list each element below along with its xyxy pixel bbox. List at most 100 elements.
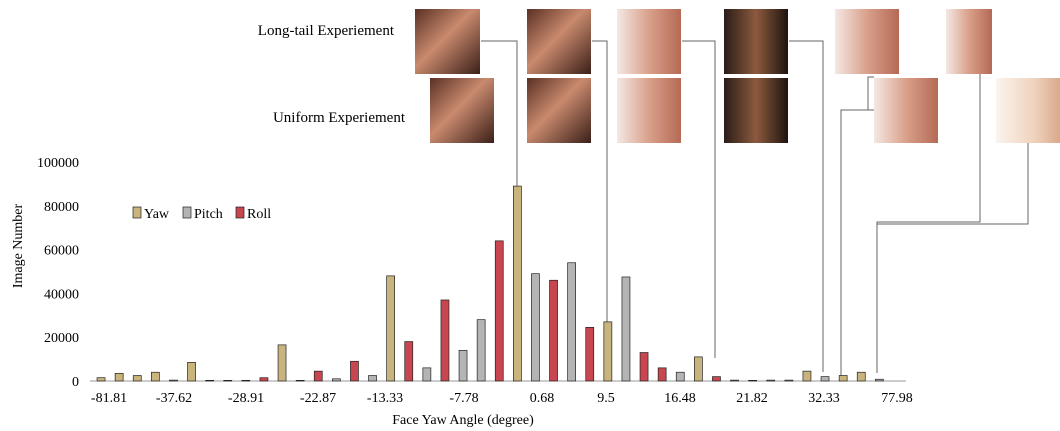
bar-yaw [386, 275, 395, 382]
bar-yaw [96, 377, 106, 382]
face-thumbnail-uniform-5 [874, 78, 938, 143]
bar-yaw [151, 371, 160, 382]
x-tick-label: -81.81 [91, 391, 127, 406]
face-thumbnail-longtail-3 [617, 9, 681, 74]
connector-5 [867, 76, 874, 110]
long-tail-experiment-label: Long-tail Experiement [258, 23, 395, 39]
y-tick-label: 0 [72, 375, 79, 390]
bar-pitch [730, 379, 739, 382]
bar-yaw [603, 321, 613, 382]
x-tick-label: 16.48 [664, 391, 696, 406]
bar-yaw [277, 344, 287, 382]
connector-1 [481, 40, 518, 190]
bar-pitch [567, 262, 577, 382]
connector-4 [789, 40, 824, 372]
bar-roll [350, 360, 359, 382]
bar-yaw [132, 375, 142, 382]
bar-yaw [856, 371, 866, 382]
bar-pitch [368, 375, 377, 382]
x-tick-label: -28.91 [228, 391, 264, 406]
uniform-face-row [430, 78, 1060, 143]
x-tick-label: 0.68 [530, 391, 555, 406]
bar-pitch [820, 376, 830, 382]
bar-pitch [476, 319, 486, 382]
x-tick-label: -7.78 [449, 391, 478, 406]
y-tick-label: 100000 [37, 156, 79, 171]
connector-7 [876, 74, 981, 373]
legend-label-yaw: Yaw [144, 207, 170, 222]
face-thumbnail-uniform-1 [430, 78, 494, 143]
bar-roll [712, 376, 721, 382]
connector-2 [592, 40, 608, 325]
bar-pitch [332, 378, 341, 382]
face-thumbnail-longtail-2 [527, 9, 591, 74]
face-thumbnail-uniform-4 [724, 78, 788, 143]
bar-pitch [784, 379, 794, 382]
bar-roll [494, 240, 504, 382]
bar-pitch [458, 349, 468, 382]
bar-roll [440, 299, 450, 382]
bars-group [96, 185, 884, 382]
long-tail-face-row [415, 9, 992, 74]
bar-roll [259, 377, 269, 382]
y-tick-label: 80000 [44, 200, 79, 215]
bar-roll [639, 352, 649, 382]
bar-yaw [114, 372, 124, 382]
bar-pitch [223, 379, 233, 382]
y-tick-label: 40000 [44, 287, 79, 302]
bar-roll [404, 341, 414, 382]
legend-swatch-yaw [132, 206, 142, 219]
thumbnail-connectors [481, 40, 1029, 378]
x-tick-label: 77.98 [881, 391, 913, 406]
x-tick-label: 9.5 [597, 391, 615, 406]
connector-8 [877, 143, 1029, 225]
bar-pitch [169, 379, 178, 382]
connector-6 [840, 109, 874, 378]
uniform-experiment-label: Uniform Experiement [273, 110, 406, 126]
bar-yaw [512, 185, 522, 382]
bar-pitch [241, 379, 251, 382]
x-tick-label: -22.87 [300, 391, 336, 406]
legend-swatch-pitch [182, 206, 192, 219]
x-tick-label: 32.33 [808, 391, 840, 406]
y-axis-title: Image Number [11, 203, 26, 288]
x-tick-label: -13.33 [367, 391, 403, 406]
legend: Yaw Pitch Roll [132, 206, 271, 222]
x-tick-label: -37.62 [156, 391, 192, 406]
bar-pitch [766, 379, 776, 382]
bar-roll [657, 367, 667, 382]
legend-label-roll: Roll [247, 207, 271, 222]
face-thumbnail-uniform-2 [527, 78, 591, 143]
bar-yaw [838, 375, 848, 382]
face-thumbnail-longtail-1 [415, 9, 480, 74]
bar-pitch [531, 273, 540, 382]
legend-swatch-roll [235, 206, 245, 219]
face-thumbnail-longtail-6 [946, 9, 992, 74]
bar-pitch [621, 276, 631, 382]
face-thumbnail-longtail-4 [724, 9, 788, 74]
face-thumbnail-uniform-6 [996, 78, 1060, 143]
connector-3 [682, 40, 716, 358]
bar-pitch [205, 379, 214, 382]
legend-label-pitch: Pitch [194, 207, 223, 222]
bar-pitch [675, 371, 685, 382]
bar-roll [313, 370, 323, 382]
bar-roll [585, 326, 595, 382]
bar-pitch [874, 378, 884, 382]
face-thumbnail-uniform-3 [617, 78, 681, 143]
y-tick-label: 60000 [44, 244, 79, 259]
bar-yaw [187, 362, 196, 382]
x-axis-ticks: -81.81 -37.62 -28.91 -22.87 -13.33 -7.78 0.68 9… [91, 391, 913, 406]
y-tick-label: 20000 [44, 331, 79, 346]
bar-pitch [748, 379, 758, 382]
bar-roll [549, 279, 558, 382]
face-thumbnail-longtail-5 [835, 9, 899, 74]
y-axis-ticks: 0 20000 40000 60000 80000 100000 [37, 156, 79, 390]
x-tick-label: 21.82 [736, 391, 768, 406]
bar-pitch [295, 379, 305, 382]
bar-pitch [422, 367, 432, 382]
bar-yaw [802, 370, 812, 382]
x-axis-title: Face Yaw Angle (degree) [392, 413, 534, 428]
bar-yaw [693, 356, 703, 382]
